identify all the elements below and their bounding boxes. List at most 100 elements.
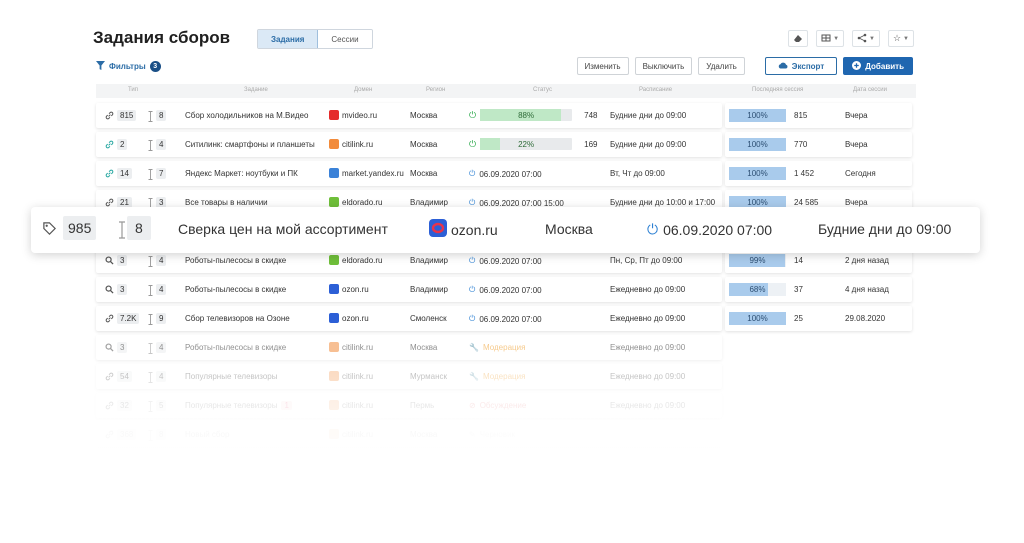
domain-cell: citilink.ru bbox=[329, 342, 373, 352]
session-count: 815 bbox=[794, 111, 808, 120]
export-button[interactable]: Экспорт bbox=[764, 57, 838, 75]
column-header-schedule[interactable]: Расписание bbox=[639, 87, 673, 93]
status-text: 06.09.2020 07:00 bbox=[479, 285, 542, 295]
cloud-download-icon bbox=[778, 61, 788, 72]
schedule: Ежедневно до 09:00 bbox=[610, 343, 686, 352]
task-name[interactable]: Популярные телевизоры bbox=[185, 372, 277, 381]
disable-button[interactable]: Выключить bbox=[634, 57, 693, 75]
session-date: Вчера bbox=[845, 198, 868, 207]
share-button[interactable]: ▼ bbox=[852, 30, 880, 47]
toolbar-icons: ▼ ▼ ☆ ▼ bbox=[788, 30, 914, 47]
column-header-task[interactable]: Задание bbox=[244, 87, 268, 93]
table-row[interactable]: 32 5 Популярные телевизоры 1 citilink.ru … bbox=[96, 393, 916, 418]
item-count: 54 bbox=[117, 371, 132, 382]
domain-logo-icon bbox=[329, 342, 339, 352]
session-count: 14 bbox=[794, 256, 803, 265]
region: Москва bbox=[410, 140, 438, 149]
star-icon: ☆ bbox=[892, 33, 902, 43]
task-name[interactable]: Сбор холодильников на М.Видео bbox=[185, 111, 308, 120]
region: Смоленск bbox=[410, 314, 447, 323]
table-row[interactable]: 54 4 Популярные телевизоры citilink.ru М… bbox=[96, 364, 916, 389]
table-row[interactable]: 3 4 Роботы-пылесосы в скидке citilink.ru… bbox=[96, 335, 916, 360]
column-header-type[interactable]: Тип bbox=[128, 87, 139, 93]
domain-cell: citilink.ru bbox=[329, 139, 373, 149]
eraser-button[interactable] bbox=[788, 30, 809, 47]
column-header-last-session[interactable]: Последняя сессия bbox=[752, 87, 804, 93]
power-icon: ⏻ bbox=[647, 221, 659, 237]
search-icon bbox=[105, 285, 114, 296]
task-name[interactable]: Роботы-пылесосы в скидке bbox=[185, 343, 286, 352]
delete-button[interactable]: Удалить bbox=[698, 57, 745, 75]
session-count: 25 bbox=[794, 314, 803, 323]
status-cell: ⏻ 06.09.2020 07:00 bbox=[469, 256, 542, 266]
power-icon: ⏻ bbox=[469, 138, 477, 149]
add-button[interactable]: Добавить bbox=[843, 57, 913, 75]
task-cell: 2 4 Ситилинк: смартфоны и планшеты citil… bbox=[96, 132, 722, 157]
column-header-status[interactable]: Статус bbox=[533, 87, 552, 93]
session-progress-bar: 100% bbox=[729, 138, 786, 151]
table-row[interactable]: 2 4 Ситилинк: смартфоны и планшеты citil… bbox=[96, 132, 916, 157]
power-icon: ⏻ bbox=[469, 169, 476, 178]
status-cell: ⏻ 06.09.2020 07:00 bbox=[469, 169, 542, 179]
domain-logo-icon bbox=[329, 110, 339, 120]
status-text: 06.09.2020 07:00 bbox=[479, 314, 542, 324]
task-cell: 14 7 Яндекс Маркет: ноутбуки и ПК market… bbox=[96, 161, 722, 186]
item-count: 815 bbox=[117, 110, 137, 121]
task-name[interactable]: Новый сбор bbox=[185, 430, 229, 439]
favorite-button[interactable]: ☆ ▼ bbox=[887, 30, 914, 47]
text-cursor-icon bbox=[148, 140, 153, 153]
task-name[interactable]: Популярные телевизоры 1 bbox=[185, 401, 292, 410]
text-cursor-icon bbox=[148, 401, 153, 414]
task-name[interactable]: Ситилинк: смартфоны и планшеты bbox=[185, 140, 315, 149]
table-row[interactable]: 815 8 Сбор холодильников на М.Видео mvid… bbox=[96, 103, 916, 128]
text-cursor-icon bbox=[148, 372, 153, 385]
domain-cell: citilink.ru bbox=[329, 429, 373, 439]
filter-icon bbox=[96, 61, 105, 72]
task-cell: 368 8 Новый сбор citilink.ru Москва ✎ Че… bbox=[96, 422, 722, 447]
table-row[interactable]: 7.2K 9 Сбор телевизоров на Озоне ozon.ru… bbox=[96, 306, 916, 331]
chevron-down-icon: ▼ bbox=[869, 35, 875, 42]
highlighted-row[interactable]: 985 8 Сверка цен на мой ассортимент ozon… bbox=[31, 207, 980, 253]
table-row[interactable]: 3 4 Роботы-пылесосы в скидке ozon.ru Вла… bbox=[96, 277, 916, 302]
task-name[interactable]: Роботы-пылесосы в скидке bbox=[185, 256, 286, 265]
table-row[interactable]: 14 7 Яндекс Маркет: ноутбуки и ПК market… bbox=[96, 161, 916, 186]
region: Москва bbox=[410, 430, 438, 439]
status-text: Модерация bbox=[482, 343, 526, 352]
status-cell: 🔧 Модерация bbox=[469, 343, 525, 352]
columns-button[interactable]: ▼ bbox=[816, 30, 845, 47]
text-cursor-icon bbox=[148, 256, 153, 269]
tab-tasks[interactable]: Задания bbox=[258, 30, 319, 48]
column-header-session-date[interactable]: Дата сессии bbox=[853, 87, 887, 93]
column-header-region[interactable]: Регион bbox=[426, 87, 446, 93]
status-cell: ⏻ 06.09.2020 07:00 bbox=[469, 314, 542, 324]
task-name[interactable]: Все товары в наличии bbox=[185, 198, 268, 207]
text-cursor-icon bbox=[148, 111, 153, 124]
session-cell: 100% 815 Вчера bbox=[725, 103, 912, 128]
session-cell: 100% 770 Вчера bbox=[725, 132, 912, 157]
item-count: 2 bbox=[117, 139, 128, 150]
task-name[interactable]: Яндекс Маркет: ноутбуки и ПК bbox=[185, 169, 298, 178]
chevron-down-icon: ▼ bbox=[903, 35, 909, 42]
status-cell: 🔧 Модерация bbox=[469, 372, 525, 381]
task-cell: 3 4 Роботы-пылесосы в скидке citilink.ru… bbox=[96, 335, 722, 360]
task-name[interactable]: Роботы-пылесосы в скидке bbox=[185, 285, 286, 294]
schedule: Ежедневно до 09:00 bbox=[610, 285, 686, 294]
domain-cell: citilink.ru bbox=[329, 371, 373, 381]
table-row[interactable]: 368 8 Новый сбор citilink.ru Москва ✎ Че… bbox=[96, 422, 916, 447]
filters-toggle[interactable]: Фильтры 3 bbox=[96, 61, 161, 72]
status-text: 06.09.2020 07:00 15:00 bbox=[479, 198, 564, 208]
column-header-domain[interactable]: Домен bbox=[354, 87, 373, 93]
task-cell: 32 5 Популярные телевизоры 1 citilink.ru … bbox=[96, 393, 722, 418]
tab-sessions[interactable]: Сессии bbox=[318, 30, 372, 48]
task-name[interactable]: Сбор телевизоров на Озоне bbox=[185, 314, 290, 323]
region: Москва bbox=[410, 169, 438, 178]
edit-button[interactable]: Изменить bbox=[576, 57, 629, 75]
link-icon bbox=[105, 314, 114, 325]
filters-count-badge: 3 bbox=[149, 61, 161, 72]
domain-label: citilink.ru bbox=[342, 400, 374, 410]
domain-logo-icon bbox=[329, 429, 339, 439]
region: Пермь bbox=[410, 401, 435, 410]
domain-label: citilink.ru bbox=[342, 371, 374, 381]
share-icon bbox=[857, 33, 867, 45]
session-progress-label: 100% bbox=[747, 198, 768, 207]
